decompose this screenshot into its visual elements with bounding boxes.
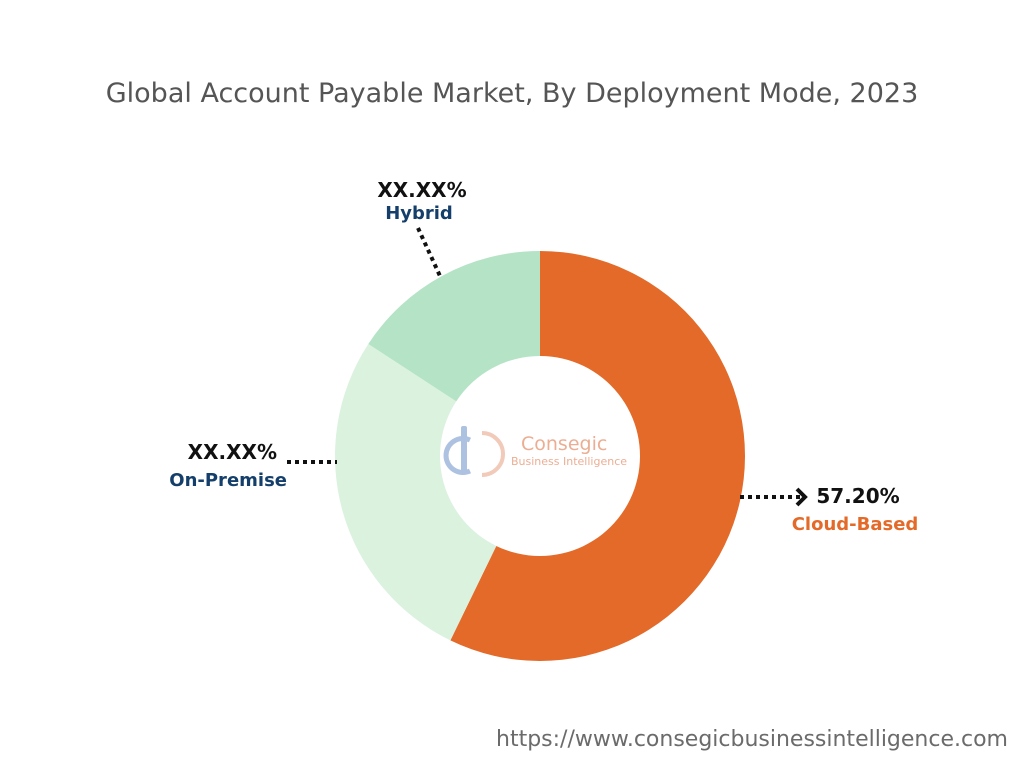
logo-tagline: Business Intelligence <box>511 455 627 468</box>
logo-icon <box>443 426 505 477</box>
value-label-cloud-based: 57.20% <box>816 484 899 508</box>
logo-name: Consegic <box>521 433 607 455</box>
leader-lines <box>287 227 808 507</box>
category-label-hybrid: Hybrid <box>385 203 453 224</box>
slice-labels: 57.20%Cloud-BasedXX.XX%On-PremiseXX.XX%H… <box>169 178 918 535</box>
value-label-hybrid: XX.XX% <box>377 178 466 202</box>
category-label-cloud-based: Cloud-Based <box>792 514 919 535</box>
slice-hybrid <box>368 251 540 402</box>
leader-hybrid <box>416 227 442 277</box>
watermark-logo: Consegic Business Intelligence <box>443 426 627 477</box>
slice-cloud-based <box>450 251 746 661</box>
slices-group <box>335 251 746 661</box>
chart-title: Global Account Payable Market, By Deploy… <box>105 78 919 109</box>
footer-url: https://www.consegicbusinessintelligence… <box>496 727 1008 752</box>
arrow-head-cloud-based <box>795 487 808 507</box>
category-label-on-premise: On-Premise <box>169 470 287 491</box>
slice-on-premise <box>335 343 497 641</box>
value-label-on-premise: XX.XX% <box>188 440 277 464</box>
